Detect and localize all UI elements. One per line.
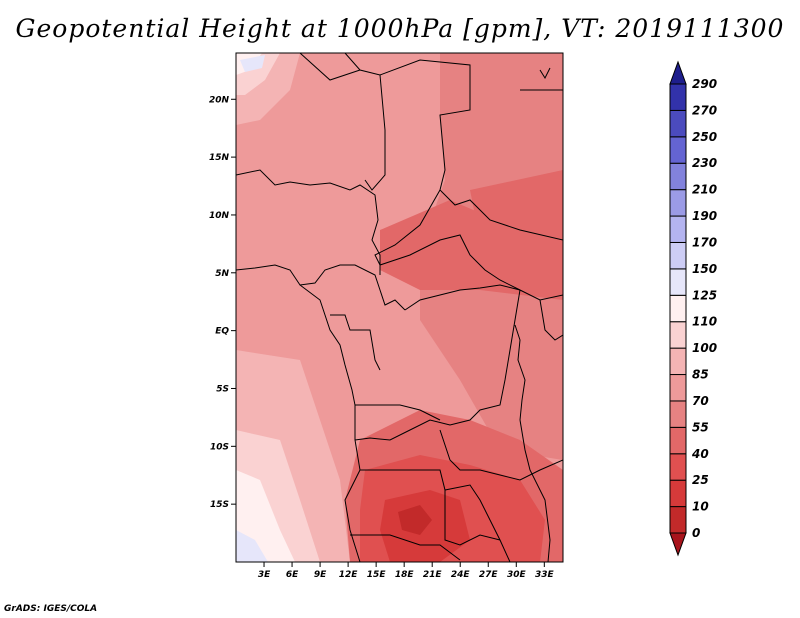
lat-tick-label: EQ <box>215 327 229 337</box>
lon-tick-label: 21E <box>423 570 443 580</box>
colorbar-label: 10 <box>692 500 709 514</box>
colorbar-label: 150 <box>692 262 717 276</box>
colorbar-label: 70 <box>692 394 709 408</box>
grads-credit: GrADS: IGES/COLA <box>4 604 98 614</box>
colorbar-label: 25 <box>692 473 709 487</box>
colorbar-label: 170 <box>692 235 717 249</box>
lat-tick-label: 5S <box>216 384 229 394</box>
colorbar-box <box>669 400 687 428</box>
colorbar-label: 230 <box>692 156 717 170</box>
colorbar-box <box>669 83 687 111</box>
colorbar-box <box>669 479 687 508</box>
colorbar-label: 290 <box>692 77 717 91</box>
lon-tick-label: 27E <box>479 570 499 580</box>
colorbar-box <box>669 506 687 534</box>
lon-tick-label: 24E <box>451 570 471 580</box>
colorbar-box <box>669 347 687 376</box>
lon-tick-label: 6E <box>286 570 299 580</box>
lon-tick-label: 9E <box>314 570 327 580</box>
colorbar-label: 190 <box>692 209 717 223</box>
lat-tick-label: 15S <box>210 500 229 510</box>
colorbar-label: 110 <box>692 315 717 329</box>
colorbar-label: 125 <box>692 288 717 302</box>
colorbar-lower-extend <box>669 532 687 557</box>
lon-tick-label: 18E <box>395 570 415 580</box>
colorbar-label: 0 <box>692 526 700 540</box>
colorbar-label: 55 <box>692 420 709 434</box>
country-borders <box>236 53 563 562</box>
colorbar-label: 100 <box>692 341 717 355</box>
colorbar-box <box>669 453 687 481</box>
colorbar-label: 250 <box>692 130 717 144</box>
colorbar-box <box>669 374 687 402</box>
lat-tick-label: 10S <box>210 442 229 452</box>
colorbar-box <box>669 189 687 217</box>
lon-tick-label: 30E <box>507 570 527 580</box>
lon-tick-label: 12E <box>339 570 359 580</box>
colorbar-label: 270 <box>692 103 717 117</box>
lat-tick-label: 5N <box>215 269 229 279</box>
colorbar: 0 10 25 40 55 70 85 100 110 125 150 170 190 210 230 250… <box>669 60 717 557</box>
colorbar-label: 40 <box>691 447 709 461</box>
colorbar-box <box>669 294 687 323</box>
axis-ticks: 3E 6E 9E 12E 15E 18E 21E 24E 27E 30E 33E 20N 15N 10N 5… <box>209 95 555 580</box>
colorbar-box <box>669 426 687 455</box>
lat-tick-label: 20N <box>209 95 230 105</box>
lat-tick-label: 10N <box>209 211 230 221</box>
colorbar-upper-extend <box>669 60 687 85</box>
colorbar-box <box>669 321 687 349</box>
colorbar-label: 210 <box>692 183 717 197</box>
colorbar-box <box>669 215 687 243</box>
colorbar-box <box>669 136 687 164</box>
map-field <box>236 53 563 562</box>
lon-tick-label: 15E <box>367 570 387 580</box>
map-frame <box>235 52 564 563</box>
colorbar-box <box>669 241 687 270</box>
lon-tick-label: 3E <box>258 570 271 580</box>
lat-tick-label: 15N <box>209 153 230 163</box>
chart-title: Geopotential Height at 1000hPa [gpm], VT… <box>15 14 785 43</box>
lon-tick-label: 33E <box>535 570 555 580</box>
colorbar-box <box>669 268 687 296</box>
colorbar-label: 85 <box>692 368 709 382</box>
colorbar-box <box>669 162 687 191</box>
colorbar-box <box>669 109 687 138</box>
